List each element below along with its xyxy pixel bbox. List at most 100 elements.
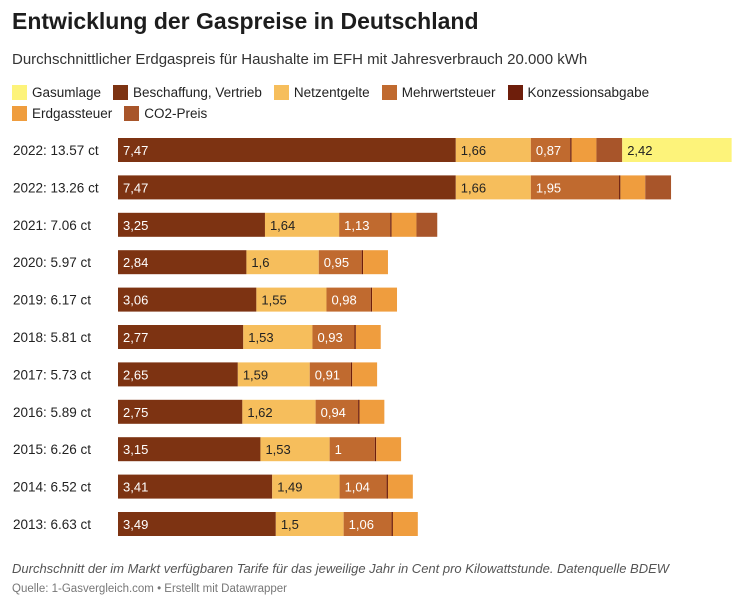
data-label: 1,66 [461,143,486,158]
data-label: 0,95 [324,255,349,270]
category-label: 2022: 13.57 ct [13,143,99,158]
bar-segment-beschaffung-vertrieb [118,175,456,200]
data-label: 1,04 [345,480,370,495]
data-label: 1,55 [261,293,286,308]
data-label: 1,6 [251,255,269,270]
bar-segment-mehrwertsteuer [530,175,620,200]
bar-segment-erdgassteuer [372,287,398,312]
data-label: 1 [335,442,342,457]
data-label: 0,87 [536,143,561,158]
bar-segment-beschaffung-vertrieb [118,325,244,349]
category-label: 2013: 6.63 ct [13,517,91,532]
data-label: 2,42 [627,143,652,158]
bar-segment-konzessionsabgabe [354,325,356,349]
chart-subtitle: Durchschnittlicher Erdgaspreis für Haush… [12,51,588,68]
legend-label: Konzessionsabgabe [527,84,650,100]
bar-segment-mehrwertsteuer [309,362,351,387]
legend-label: CO2-Preis [144,105,208,121]
chart-footnote: Durchschnitt der im Markt verfügbaren Ta… [12,561,670,576]
bar-segment-erdgassteuer [620,175,646,200]
bar-segment-konzessionsabgabe [386,474,388,499]
bar-segment-erdgassteuer [355,325,381,349]
bar-segment-erdgassteuer [387,474,413,499]
legend-item-konzessionsabgabe: Konzessionsabgabe [507,84,650,100]
bar-segment-beschaffung-vertrieb [118,512,276,536]
data-label: 1,53 [265,442,290,457]
bar-segment-gasumlage [622,138,732,162]
data-label: 0,91 [315,367,340,382]
bar-segment-konzessionsabgabe [358,399,360,424]
bar-segment-netzentgelte [455,138,531,162]
data-label: 0,98 [331,293,356,308]
bar-segment-mehrwertsteuer [339,474,387,499]
bar-segment-mehrwertsteuer [530,138,571,162]
bar-segment-co2-preis [416,212,438,237]
data-label: 2,84 [123,255,148,270]
bar-segment-konzessionsabgabe [370,287,373,312]
legend-label: Beschaffung, Vertrieb [133,84,262,100]
category-label: 2017: 5.73 ct [13,367,91,382]
bar-segment-konzessionsabgabe [390,212,392,237]
bar-segment-co2-preis [645,175,672,200]
legend-label: Netzentgelte [293,84,370,100]
legend-swatch [12,84,27,100]
legend-item-mehrwertsteuer: Mehrwertsteuer [381,84,496,100]
category-label: 2018: 5.81 ct [13,330,91,345]
bar-segment-erdgassteuer [363,250,388,275]
bar-segment-konzessionsabgabe [374,437,377,462]
chart-title: Entwicklung der Gaspreise in Deutschland [12,8,479,34]
category-label: 2020: 5.97 ct [13,255,91,270]
data-label: 1,62 [247,405,272,420]
bar-segment-erdgassteuer [571,138,597,162]
legend-label: Mehrwertsteuer [401,84,496,100]
legend-swatch [381,84,397,100]
bar-segment-mehrwertsteuer [318,250,362,275]
legend-swatch [113,84,129,100]
bar-segment-konzessionsabgabe [570,138,572,162]
data-label: 2,75 [123,405,148,420]
category-label: 2022: 13.26 ct [13,180,99,195]
bar-segment-netzentgelte [256,287,327,312]
bar-segment-netzentgelte [237,362,310,387]
data-label: 1,13 [344,218,369,233]
data-label: 1,64 [270,218,295,233]
data-label: 3,25 [123,218,148,233]
legend-item-beschaffung-vertrieb: Beschaffung, Vertrieb [113,84,262,100]
legend-swatch [124,105,140,121]
legend-label: Gasumlage [32,84,102,100]
bar-segment-erdgassteuer [376,437,402,462]
bar-segment-netzentgelte [260,437,330,462]
bar-segment-beschaffung-vertrieb [118,437,261,462]
bar-segment-erdgassteuer [359,399,385,424]
bar-segment-mehrwertsteuer [326,287,371,312]
bar-segment-beschaffung-vertrieb [118,212,265,237]
category-label: 2015: 6.26 ct [13,442,91,457]
bar-segment-beschaffung-vertrieb [118,474,273,499]
data-label: 2,77 [123,330,148,345]
legend-label: Erdgassteuer [32,105,113,121]
category-label: 2014: 6.52 ct [13,480,91,495]
data-label: 0,94 [321,405,346,420]
data-label: 3,15 [123,442,148,457]
bar-segment-konzessionsabgabe [619,175,621,200]
data-label: 1,66 [461,180,486,195]
bar-segment-erdgassteuer [352,362,378,387]
category-label: 2016: 5.89 ct [13,405,91,420]
data-label: 1,59 [243,367,268,382]
legend-item-netzentgelte: Netzentgelte [273,84,370,100]
bar-segment-konzessionsabgabe [350,362,353,387]
bar-segment-konzessionsabgabe [361,250,364,275]
bar-segment-netzentgelte [242,399,316,424]
bar-segment-netzentgelte [243,325,313,349]
bar-segment-mehrwertsteuer [343,512,392,536]
bar-segment-erdgassteuer [392,512,418,536]
data-label: 1,95 [536,180,561,195]
chart-legend: Gasumlage Beschaffung, Vertrieb Netzentgel… [12,84,732,121]
bar-segment-netzentgelte [272,474,340,499]
legend-swatch [273,84,289,100]
bar-segment-netzentgelte [264,212,340,237]
bar-segment-mehrwertsteuer [312,325,355,349]
data-label: 1,49 [277,480,302,495]
bar-segment-mehrwertsteuer [329,437,375,462]
